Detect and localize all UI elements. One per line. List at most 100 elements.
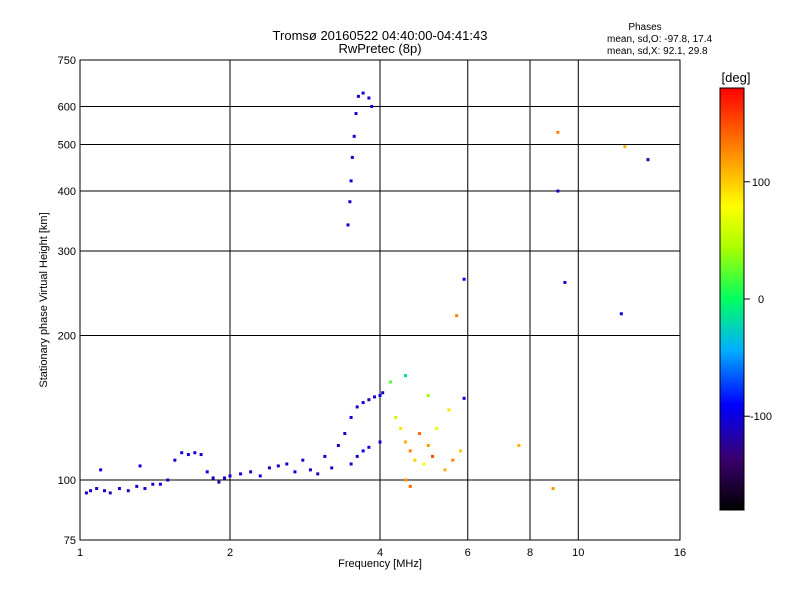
data-point — [84, 491, 88, 495]
stats-heading: Phases — [628, 22, 661, 33]
data-point — [426, 394, 430, 398]
colorbar-tick-label: -100 — [750, 411, 772, 423]
x-tick-label: 4 — [377, 547, 383, 559]
data-point — [349, 179, 353, 183]
data-point — [517, 444, 521, 448]
data-point — [173, 458, 177, 462]
data-point — [135, 484, 139, 488]
data-point — [355, 454, 359, 458]
data-point — [417, 432, 421, 436]
chart-subtitle: RwPretec (8p) — [338, 41, 421, 56]
data-point — [89, 489, 93, 493]
x-tick-label: 2 — [227, 547, 233, 559]
y-axis-label: Stationary phase Virtual Height [km] — [38, 212, 50, 387]
data-point — [399, 427, 403, 431]
data-point — [352, 134, 356, 138]
x-axis-label: Frequency [MHz] — [338, 558, 422, 570]
data-point — [451, 458, 455, 462]
y-tick-label: 750 — [58, 55, 76, 67]
data-point — [426, 444, 430, 448]
data-point — [367, 398, 371, 402]
data-point — [355, 405, 359, 409]
grid — [80, 60, 680, 540]
data-point — [228, 474, 232, 478]
colorbar-tick-label: 100 — [752, 177, 770, 189]
data-point — [361, 91, 365, 95]
data-point — [346, 223, 350, 227]
data-point — [95, 487, 99, 491]
data-point — [199, 453, 203, 457]
stats-line-x: mean, sd,X: 92.1, 29.8 — [607, 46, 708, 57]
x-tick-labels: 1 2 4 6 8 10 16 — [77, 547, 686, 559]
y-tick-label: 200 — [58, 331, 76, 343]
data-point — [403, 440, 407, 444]
data-point — [455, 314, 459, 318]
data-point — [316, 472, 320, 476]
data-point — [408, 449, 412, 453]
data-point — [158, 482, 162, 486]
data-point — [367, 445, 371, 449]
data-point — [389, 380, 393, 384]
data-point — [211, 476, 215, 480]
data-point — [556, 189, 560, 193]
data-point — [336, 444, 340, 448]
data-point — [117, 487, 121, 491]
stats-line-o: mean, sd,O: -97.8, 17.4 — [607, 34, 712, 45]
x-tick-label: 16 — [674, 547, 686, 559]
data-point — [462, 277, 466, 281]
data-point — [343, 432, 347, 436]
data-point — [143, 487, 147, 491]
y-tick-label: 75 — [64, 535, 76, 547]
data-point — [239, 472, 243, 476]
data-point — [330, 466, 334, 470]
data-point — [408, 484, 412, 488]
data-point — [367, 96, 371, 100]
x-tick-label: 1 — [77, 547, 83, 559]
data-point — [301, 458, 305, 462]
x-tick-label: 8 — [527, 547, 533, 559]
data-point — [193, 451, 197, 455]
data-point — [422, 462, 426, 466]
x-tick-label: 6 — [465, 547, 471, 559]
data-point — [205, 470, 209, 474]
colorbar-ticks: 100 0 -100 — [744, 177, 772, 423]
data-point — [413, 458, 417, 462]
data-point — [646, 158, 650, 162]
data-point — [551, 487, 555, 491]
data-point — [348, 200, 352, 204]
chart-title: Tromsø 20160522 04:40:00-04:41:43 — [273, 28, 488, 43]
data-point — [354, 112, 358, 116]
y-tick-label: 100 — [58, 475, 76, 487]
data-point — [108, 491, 112, 495]
data-point — [381, 391, 385, 395]
data-point — [370, 105, 374, 109]
data-point — [186, 453, 190, 457]
data-point — [403, 374, 407, 378]
data-point — [293, 470, 297, 474]
colorbar — [719, 87, 745, 511]
data-point — [308, 468, 312, 472]
data-point — [350, 155, 354, 159]
data-point — [431, 454, 435, 458]
data-point — [349, 415, 353, 419]
data-point — [323, 454, 327, 458]
data-point — [435, 427, 439, 431]
data-point — [403, 478, 407, 482]
data-point — [619, 312, 623, 316]
data-point — [217, 480, 221, 484]
colorbar-tick-label: 0 — [758, 294, 764, 306]
y-tick-label: 400 — [58, 186, 76, 198]
data-point — [443, 468, 447, 472]
data-point — [258, 474, 262, 478]
data-points — [84, 91, 650, 495]
data-point — [361, 401, 365, 405]
y-tick-label: 500 — [58, 140, 76, 152]
data-point — [276, 464, 280, 468]
data-point — [267, 466, 271, 470]
data-point — [361, 449, 365, 453]
data-point — [223, 476, 227, 480]
data-point — [378, 440, 382, 444]
data-point — [99, 468, 103, 472]
data-point — [356, 94, 360, 98]
data-point — [394, 415, 398, 419]
